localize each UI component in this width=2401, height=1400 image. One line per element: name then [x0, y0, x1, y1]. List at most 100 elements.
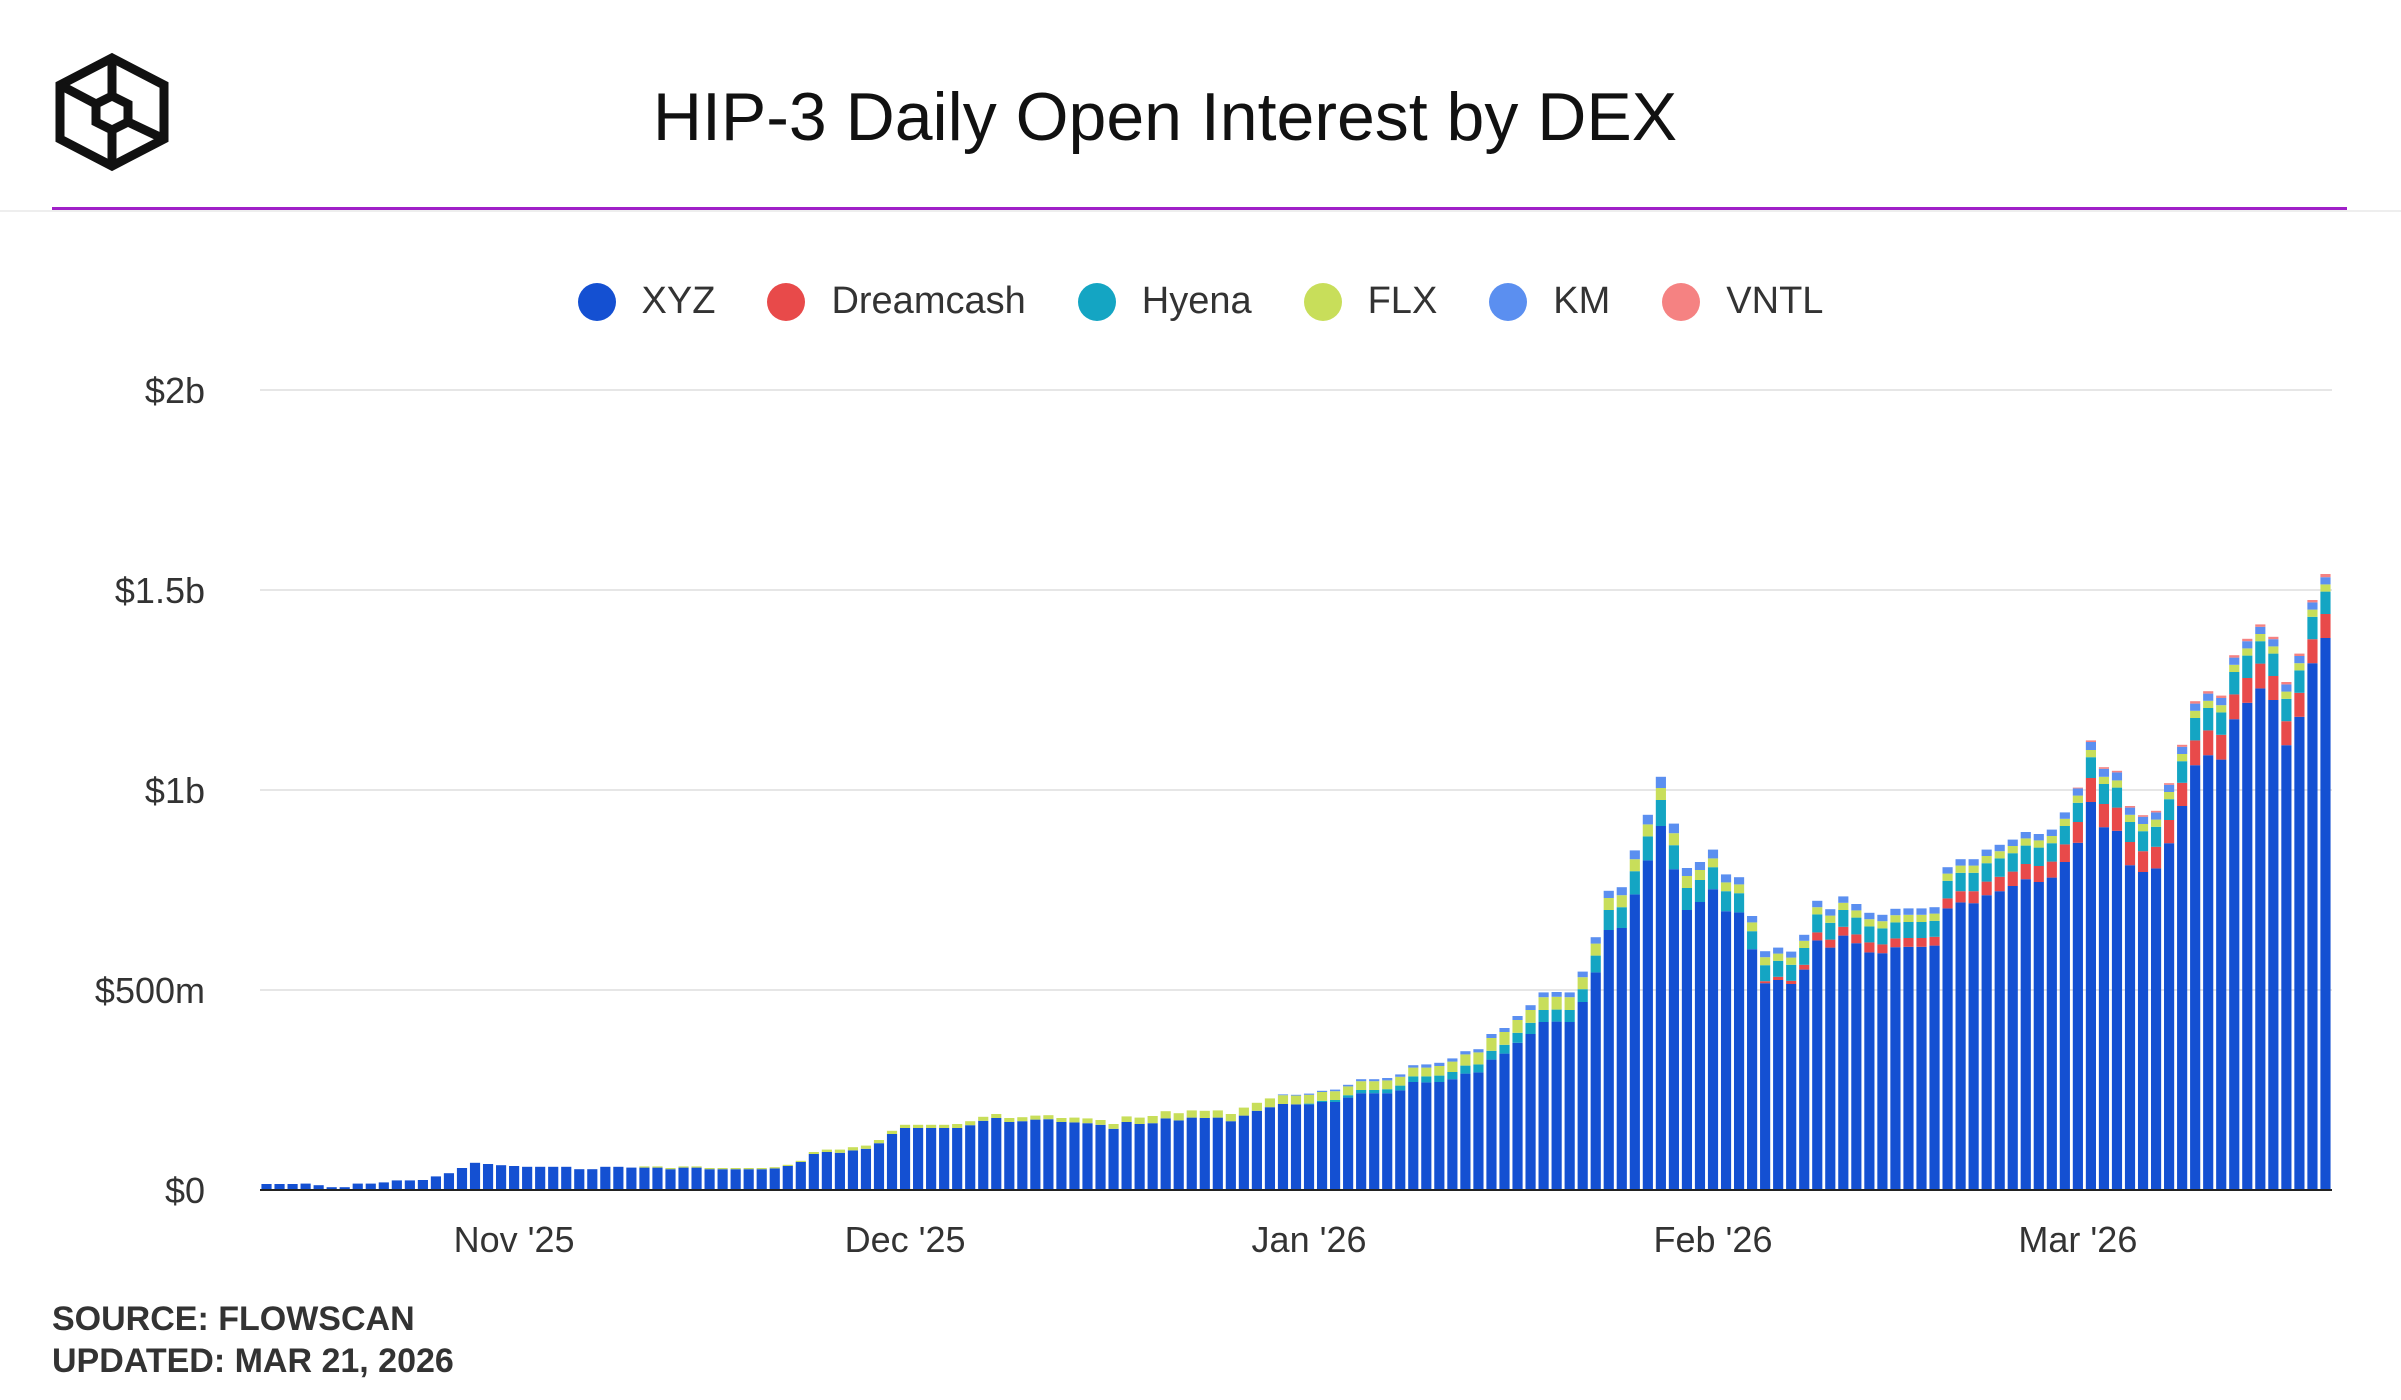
bar-segment-hyena [2268, 653, 2279, 676]
bar-segment-xyz [404, 1180, 415, 1190]
bar-segment-xyz [1694, 902, 1706, 1190]
bar-segment-km [1447, 1058, 1458, 1062]
bar-segment-flx [704, 1168, 715, 1170]
bar-segment-xyz [1903, 946, 1914, 1190]
bar-segment-xyz [417, 1180, 428, 1190]
bar-segment-xyz [456, 1168, 468, 1190]
bar-segment-xyz [1512, 1042, 1523, 1190]
bar-segment-xyz [1199, 1118, 1210, 1190]
bar-segment-xyz [1603, 930, 1614, 1190]
bar-segment-xyz [1760, 983, 1771, 1190]
bar-segment-km [1290, 1094, 1302, 1096]
bar-segment-flx [2150, 819, 2162, 827]
bar-segment-vntl [2281, 682, 2292, 685]
bar-segment-dreamcash [2150, 846, 2162, 869]
bar-segment-hyena [1525, 1022, 1536, 1034]
bar-segment-hyena [1447, 1072, 1458, 1080]
bar-segment-flx [808, 1152, 819, 1154]
bar-segment-dreamcash [1838, 926, 1849, 936]
bar-segment-km [1421, 1064, 1432, 1068]
bar-segment-xyz [1773, 980, 1784, 1190]
bar-segment-flx [639, 1166, 650, 1168]
bar-segment-hyena [1343, 1095, 1354, 1098]
bar-segment-km [2255, 626, 2266, 634]
bar-segment-hyena [2150, 826, 2162, 847]
bar-segment-dreamcash [1851, 934, 1862, 944]
bar-segment-dreamcash [1825, 939, 1836, 948]
bar-segment-flx [1486, 1038, 1497, 1051]
bar-segment-xyz [600, 1166, 611, 1190]
bar-segment-xyz [808, 1154, 819, 1190]
bar-segment-flx [2268, 646, 2279, 654]
bar-segment-flx [821, 1149, 832, 1152]
bar-segment-km [1903, 908, 1914, 915]
bar-segment-hyena [2111, 787, 2123, 808]
bar-segment-km [1577, 971, 1588, 978]
bar-segment-flx [1655, 788, 1666, 800]
bar-segment-dreamcash [1903, 938, 1914, 947]
bar-segment-flx [1786, 957, 1797, 965]
bar-segment-xyz [1251, 1110, 1262, 1190]
bar-segment-xyz [2255, 688, 2266, 1190]
bar-segment-xyz [1994, 891, 2005, 1190]
bar-segment-xyz [1460, 1073, 1471, 1190]
bar-segment-km [1942, 867, 1953, 874]
bar-segment-xyz [261, 1184, 272, 1190]
y-tick-label: $500m [95, 970, 205, 1011]
bar-segment-km [1603, 890, 1614, 898]
bar-segment-flx [1212, 1110, 1223, 1118]
bar-segment-km [2294, 656, 2305, 664]
bar-segment-dreamcash [2059, 844, 2070, 862]
bar-segment-hyena [1303, 1103, 1315, 1105]
bar-segment-xyz [952, 1128, 963, 1190]
legend-label-km: KM [1553, 280, 1611, 322]
bar-segment-hyena [1720, 891, 1732, 912]
bar-segment-hyena [1903, 922, 1914, 938]
bar-segment-hyena [1551, 1009, 1562, 1022]
bar-segment-vntl [2294, 653, 2305, 656]
bar-segment-dreamcash [2203, 730, 2214, 756]
bar-segment-xyz [821, 1152, 832, 1190]
bar-segment-vntl [2164, 783, 2175, 785]
bar-segment-xyz [2320, 638, 2331, 1190]
bar-segment-xyz [1799, 969, 1810, 1190]
legend-label-hyena: Hyena [1141, 280, 1252, 322]
bar-segment-hyena [1681, 888, 1693, 910]
bar-segment-vntl [2190, 701, 2201, 704]
bar-segment-xyz [535, 1166, 546, 1190]
accent-divider [52, 207, 2347, 210]
bar-segment-xyz [2242, 702, 2253, 1190]
bar-segment-flx [913, 1124, 924, 1128]
legend-item-vntl: VNTL [1662, 280, 1823, 323]
bar-segment-hyena [1538, 1010, 1549, 1022]
bar-segment-flx [1981, 856, 1992, 864]
bar-segment-flx [2320, 584, 2331, 592]
bar-segment-hyena [1916, 922, 1927, 938]
bar-segment-dreamcash [2320, 614, 2331, 638]
bar-segment-xyz [1056, 1122, 1067, 1190]
bar-segment-xyz [1434, 1082, 1445, 1190]
bar-segment-xyz [1590, 972, 1601, 1190]
bar-segment-hyena [1369, 1090, 1380, 1094]
legend-swatch-km [1489, 282, 1528, 321]
bar-segment-flx [1447, 1061, 1458, 1072]
bar-segment-flx [873, 1140, 885, 1144]
bar-segment-flx [1173, 1113, 1184, 1121]
bar-segment-hyena [1812, 914, 1823, 933]
bar-segment-xyz [899, 1128, 911, 1190]
bar-segment-km [2164, 784, 2175, 792]
x-tick-label: Mar '26 [2018, 1219, 2137, 1260]
x-tick-label: Dec '25 [845, 1219, 966, 1260]
bar-segment-dreamcash [1994, 876, 2005, 892]
bar-segment-flx [1994, 851, 2005, 859]
bar-segment-flx [756, 1168, 767, 1170]
bar-segment-flx [1134, 1117, 1145, 1124]
bar-segment-dreamcash [2098, 804, 2110, 828]
bar-segment-xyz [1343, 1097, 1354, 1190]
bar-segment-km [1655, 776, 1666, 788]
bar-segment-km [1694, 862, 1706, 870]
bar-segment-flx [1186, 1110, 1197, 1118]
bar-segment-flx [1095, 1120, 1106, 1125]
bar-segment-km [1864, 912, 1875, 920]
bar-segment-km [1773, 947, 1784, 954]
